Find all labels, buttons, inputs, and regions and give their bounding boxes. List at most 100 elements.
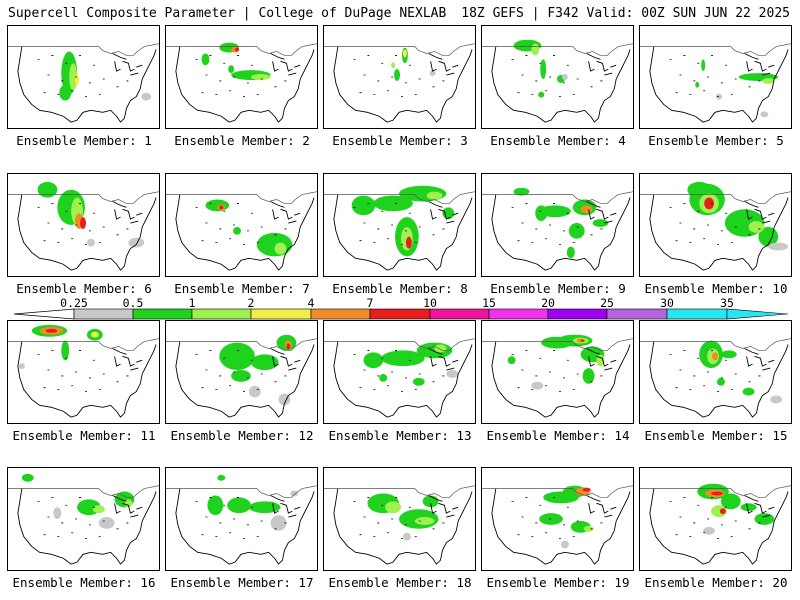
coastline xyxy=(491,341,631,418)
great-lakes-outline xyxy=(428,348,459,371)
scp-contour xyxy=(446,370,459,378)
scp-contour xyxy=(742,387,755,396)
state-markers xyxy=(195,55,287,98)
scp-contour xyxy=(531,381,544,390)
member-caption: Ensemble Member: 14 xyxy=(486,428,630,443)
scp-contour xyxy=(720,493,741,510)
coastline xyxy=(175,194,315,271)
border-line xyxy=(166,338,317,351)
member-map-1 xyxy=(7,25,160,129)
scp-contour xyxy=(442,207,455,220)
scale-swatch xyxy=(73,308,134,320)
member-caption: Ensemble Member: 15 xyxy=(644,428,788,443)
great-lakes-outline xyxy=(586,495,617,518)
member-caption: Ensemble Member: 11 xyxy=(12,428,156,443)
scp-contour xyxy=(256,232,293,257)
scp-contour xyxy=(90,331,99,338)
scp-contour xyxy=(538,91,545,98)
scp-contour xyxy=(535,205,548,222)
scale-swatch xyxy=(310,308,371,320)
great-lakes-outline xyxy=(428,201,459,224)
scp-contour xyxy=(235,47,240,52)
scale-swatch xyxy=(606,308,668,320)
member-map-5 xyxy=(639,25,792,129)
scp-contour xyxy=(18,363,25,370)
color-scale-bar xyxy=(13,308,789,320)
scp-contour xyxy=(748,221,765,233)
great-lakes-outline xyxy=(112,53,143,76)
scp-contour xyxy=(250,354,279,371)
member-map-10 xyxy=(639,173,792,277)
scp-contour xyxy=(580,339,585,342)
scp-contour xyxy=(405,236,412,249)
scale-tick-label: 7 xyxy=(366,296,374,310)
state-markers xyxy=(37,55,129,98)
scp-contour xyxy=(270,515,287,531)
scp-contour xyxy=(351,195,376,216)
coastline xyxy=(333,46,473,123)
scp-contour xyxy=(205,199,230,212)
scp-contour xyxy=(592,219,609,227)
great-lakes-outline xyxy=(586,348,617,371)
great-lakes-outline xyxy=(744,348,775,371)
great-lakes-outline xyxy=(270,53,301,76)
scale-lower-arrow xyxy=(13,308,75,320)
member-map-8 xyxy=(323,173,476,277)
great-lakes-outline xyxy=(112,348,143,371)
coastline xyxy=(649,488,789,565)
member-map-4 xyxy=(481,25,634,129)
scp-contour xyxy=(75,74,80,86)
member-map-9 xyxy=(481,173,634,277)
scp-contour xyxy=(69,63,78,91)
scp-contour xyxy=(394,69,400,81)
member-map-3 xyxy=(323,25,476,129)
valid-time-label: 18Z GEFS | F342 Valid: 00Z SUN JUN 22 20… xyxy=(461,6,790,21)
state-markers xyxy=(511,497,603,540)
scp-contour xyxy=(719,508,726,515)
state-markers xyxy=(353,497,445,540)
scp-contour xyxy=(540,59,547,79)
great-lakes-outline xyxy=(112,495,143,518)
great-lakes-outline xyxy=(744,495,775,518)
scp-contour xyxy=(61,340,70,361)
state-markers xyxy=(195,203,287,246)
scp-contour xyxy=(539,205,571,218)
member-caption: Ensemble Member: 4 xyxy=(490,133,626,148)
scale-tick-label: 35 xyxy=(720,296,734,310)
coastline xyxy=(17,194,157,271)
member-map-12 xyxy=(165,320,318,424)
border-line xyxy=(8,191,159,204)
member-caption: Ensemble Member: 10 xyxy=(644,281,788,296)
scale-tick-label: 15 xyxy=(482,296,496,310)
scp-contour xyxy=(760,111,769,118)
border-line xyxy=(324,43,475,56)
border-line xyxy=(166,191,317,204)
great-lakes-outline xyxy=(428,53,459,76)
state-markers xyxy=(511,203,603,246)
scp-contour xyxy=(716,377,725,386)
scp-contour xyxy=(219,205,224,210)
member-caption: Ensemble Member: 18 xyxy=(328,575,472,590)
scp-contour xyxy=(740,503,757,512)
scp-contour xyxy=(286,343,291,350)
scp-contour xyxy=(92,505,105,514)
scp-contour xyxy=(770,395,783,404)
state-markers xyxy=(511,55,603,98)
border-line xyxy=(640,485,791,498)
border-line xyxy=(482,338,633,351)
scale-tick-label: 4 xyxy=(307,296,315,310)
scale-swatch xyxy=(547,308,608,320)
scp-contour xyxy=(768,242,789,251)
border-line xyxy=(640,191,791,204)
great-lakes-outline xyxy=(586,201,617,224)
border-line xyxy=(8,43,159,56)
scp-contour xyxy=(201,53,210,66)
border-line xyxy=(8,338,159,351)
member-caption: Ensemble Member: 9 xyxy=(490,281,626,296)
scp-contour xyxy=(568,223,585,239)
scp-contour xyxy=(703,526,716,535)
scp-contour xyxy=(59,84,72,101)
member-map-15 xyxy=(639,320,792,424)
member-map-18 xyxy=(323,467,476,571)
scp-contour xyxy=(274,242,287,255)
